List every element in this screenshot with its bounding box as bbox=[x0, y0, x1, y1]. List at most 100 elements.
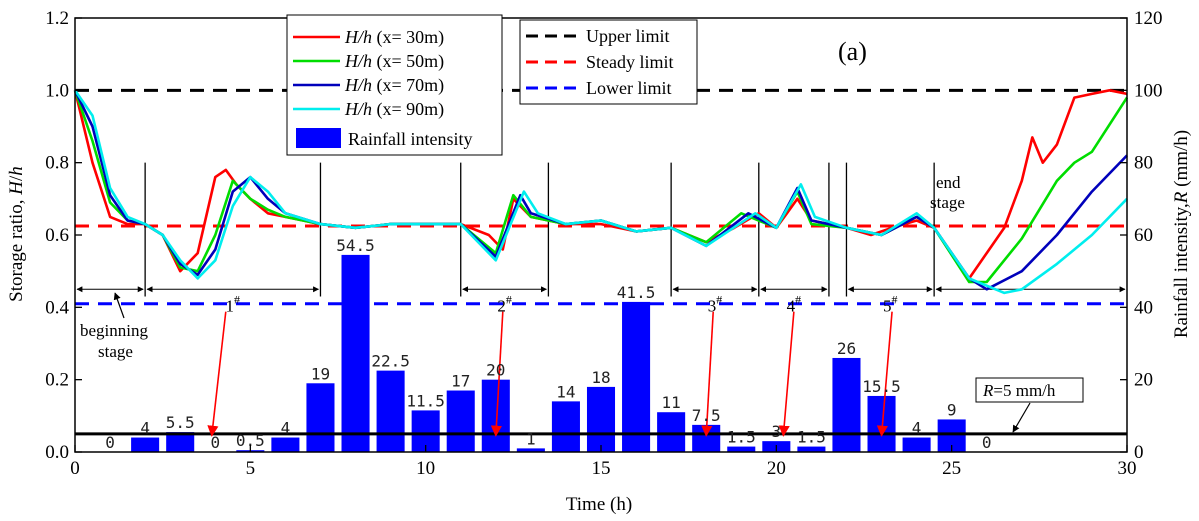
series-legend: H/h (x= 30m) H/h (x= 50m) H/h (x= 70m) H/h … bbox=[286, 14, 503, 156]
rainfall-bar bbox=[131, 437, 160, 452]
bar-value-label: 0 bbox=[105, 433, 115, 452]
x-tick-label: 0 bbox=[70, 458, 80, 479]
series-line bbox=[73, 89, 1129, 284]
y-axis-label-left: Storage ratio, H/h bbox=[6, 166, 27, 302]
rainfall-bar bbox=[832, 357, 861, 452]
panel-label: (a) bbox=[838, 37, 867, 66]
rainfall-bar bbox=[516, 448, 545, 452]
end-stage-label-2: stage bbox=[930, 193, 965, 212]
bar-value-label: 11 bbox=[662, 393, 681, 412]
legend-entry-label: Upper limit bbox=[586, 26, 670, 46]
storage-ratio-lines bbox=[73, 89, 1129, 295]
stage-label: 3# bbox=[708, 292, 723, 315]
bar-value-label: 4 bbox=[140, 419, 150, 438]
rainfall-bar bbox=[481, 379, 510, 452]
y-left-tick-label: 0.0 bbox=[45, 442, 69, 463]
beginning-stage-annotation: beginning stage bbox=[80, 292, 148, 361]
red-arrow bbox=[778, 311, 795, 437]
bar-value-label: 7.5 bbox=[692, 406, 721, 425]
y-right-tick-label: 100 bbox=[1134, 80, 1163, 101]
bar-value-label: 1.5 bbox=[797, 428, 826, 447]
legend-entry-label: H/h (x= 50m) bbox=[344, 51, 444, 72]
bar-value-label: 1 bbox=[526, 429, 536, 448]
y-right-tick-label: 60 bbox=[1134, 225, 1153, 246]
y-right-tick-label: 0 bbox=[1134, 442, 1144, 463]
y-left-tick-label: 0.8 bbox=[45, 153, 69, 174]
threshold-label: R=5 mm/h bbox=[982, 381, 1056, 400]
rainfall-bar bbox=[867, 395, 896, 452]
stage-label: 5# bbox=[883, 292, 898, 315]
x-tick-label: 10 bbox=[416, 458, 435, 479]
legend-entry-label: Steady limit bbox=[586, 52, 674, 72]
threshold-arrow bbox=[1012, 402, 1031, 433]
y-left-tick-label: 1.0 bbox=[45, 80, 69, 101]
bar-value-label: 18 bbox=[591, 368, 610, 387]
red-arrow bbox=[207, 311, 227, 437]
beginning-stage-label-2: stage bbox=[98, 342, 133, 361]
bar-value-label: 20 bbox=[486, 361, 505, 380]
rainfall-bar bbox=[166, 432, 195, 452]
bar-value-label: 4 bbox=[912, 419, 922, 438]
legend-entry-label: H/h (x= 30m) bbox=[344, 27, 444, 48]
bar-value-label: 0 bbox=[982, 433, 992, 452]
series-line bbox=[73, 89, 1128, 295]
legend-entry-label: H/h (x= 90m) bbox=[344, 99, 444, 120]
y-right-tick-label: 120 bbox=[1134, 8, 1163, 29]
y-left-tick-label: 0.6 bbox=[45, 225, 69, 246]
threshold-annotation: R=5 mm/h bbox=[975, 377, 1084, 433]
y-axis-label-right: Rainfall intensity,R (mm/h) bbox=[1171, 130, 1192, 338]
legend-entry-label: Rainfall intensity bbox=[348, 129, 472, 149]
y-left-tick-label: 1.2 bbox=[45, 8, 69, 29]
bar-value-label: 26 bbox=[837, 339, 856, 358]
bar-value-label: 22.5 bbox=[371, 352, 410, 371]
bar-value-label: 11.5 bbox=[406, 391, 445, 410]
x-tick-label: 25 bbox=[942, 458, 961, 479]
stage-label: 2# bbox=[497, 292, 511, 315]
series-line bbox=[73, 89, 1128, 280]
bar-value-label: 15.5 bbox=[862, 377, 901, 396]
threshold-label-box bbox=[975, 377, 1084, 403]
y-right-tick-label: 40 bbox=[1134, 297, 1153, 318]
y-left-tick-label: 0.4 bbox=[45, 297, 69, 318]
bar-value-label: 14 bbox=[556, 382, 575, 401]
x-tick-label: 30 bbox=[1118, 458, 1137, 479]
bar-value-label: 3 bbox=[772, 422, 782, 441]
rainfall-bar bbox=[622, 301, 651, 452]
rainfall-bar bbox=[797, 446, 826, 452]
series-line bbox=[73, 89, 1128, 291]
x-tick-label: 15 bbox=[592, 458, 611, 479]
legend-entry-label: H/h (x= 70m) bbox=[344, 75, 444, 96]
bar-value-label: 5.5 bbox=[166, 413, 195, 432]
rainfall-bars bbox=[131, 254, 966, 452]
limit-lines bbox=[75, 88, 1127, 436]
legend-entry-label: Lower limit bbox=[586, 78, 671, 98]
bar-value-label: 41.5 bbox=[617, 283, 656, 302]
red-arrow bbox=[701, 311, 715, 437]
y-right-tick-label: 80 bbox=[1134, 153, 1153, 174]
beginning-stage-label: beginning bbox=[80, 321, 148, 340]
end-stage-annotation: end stage bbox=[930, 173, 965, 212]
y-left-tick-label: 0.2 bbox=[45, 370, 69, 391]
x-tick-label: 5 bbox=[246, 458, 256, 479]
rainfall-arrows bbox=[207, 311, 893, 437]
rainfall-bar bbox=[306, 383, 335, 452]
legend-bar-swatch bbox=[296, 128, 341, 148]
red-arrow bbox=[876, 311, 893, 437]
rainfall-bar bbox=[657, 412, 686, 452]
rainfall-bar bbox=[727, 446, 756, 452]
x-tick-label: 20 bbox=[767, 458, 786, 479]
end-stage-label: end bbox=[936, 173, 961, 192]
bar-value-label: 0 bbox=[210, 433, 220, 452]
rainfall-bar bbox=[586, 386, 616, 452]
bar-value-label: 19 bbox=[311, 364, 330, 383]
stage-label: 1# bbox=[226, 292, 241, 315]
y-right-tick-label: 20 bbox=[1134, 370, 1153, 391]
stage-markers: 1# 2# 3# 4# 5# bbox=[76, 162, 1126, 315]
bar-value-label: 17 bbox=[451, 372, 470, 391]
bar-value-label: 4 bbox=[281, 419, 291, 438]
bar-value-label: 9 bbox=[947, 400, 957, 419]
rainfall-bar bbox=[376, 370, 405, 452]
bar-value-labels: 04 5.50 0.541954.522.511.517201141841.5117… bbox=[105, 236, 991, 452]
limits-legend: Upper limit Steady limit Lower limit bbox=[519, 19, 698, 105]
